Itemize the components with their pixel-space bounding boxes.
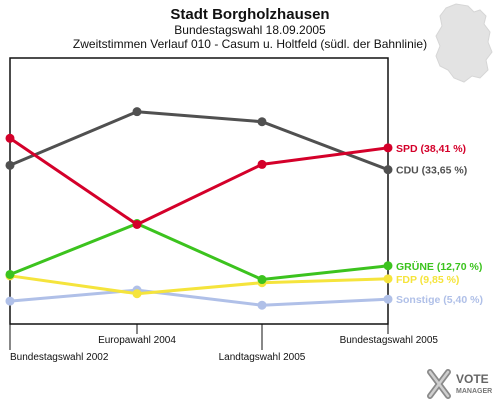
series-end-label-spd: SPD (38,41 %): [396, 143, 466, 155]
series-point-gruene: [5, 269, 15, 279]
chart-title: Stadt Borgholzhausen: [170, 6, 329, 23]
series-point-cdu: [132, 107, 142, 117]
vote-x-icon: [427, 369, 451, 399]
series-end-label-sonstige: Sonstige (5,40 %): [396, 294, 483, 306]
logo-line-2: MANAGER: [456, 388, 492, 395]
series-point-spd: [383, 143, 393, 153]
series-point-sonstige: [5, 296, 15, 306]
series-end-label-cdu: CDU (33,65 %): [396, 165, 467, 177]
series-end-label-fdp: FDP (9,85 %): [396, 274, 459, 286]
plot-frame: [9, 57, 389, 325]
chart-subtitle: Bundestagswahl 18.09.2005: [174, 23, 326, 37]
logo-line-1: VOTE: [456, 372, 489, 386]
x-tick-label: Europawahl 2004: [98, 335, 176, 346]
series-line-spd: [9, 137, 389, 226]
x-tick-label: Bundestagswahl 2002: [10, 352, 109, 363]
series-point-spd: [5, 133, 15, 143]
series-point-gruene: [383, 261, 393, 271]
series-point-spd: [132, 219, 142, 229]
series-point-sonstige: [257, 300, 267, 310]
series-point-fdp: [383, 274, 393, 284]
chart-subtitle-2: Zweitstimmen Verlauf 010 - Casum u. Holt…: [73, 37, 427, 51]
series-point-cdu: [257, 117, 267, 127]
series-line-cdu: [9, 110, 389, 172]
series-point-cdu: [383, 165, 393, 175]
series-point-spd: [257, 159, 267, 169]
series-point-gruene: [257, 275, 267, 285]
vote-manager-logo: VOTE MANAGER: [427, 369, 492, 399]
series-line-sonstige: [9, 288, 389, 307]
germany-map-icon: [435, 3, 493, 83]
series-point-fdp: [132, 289, 142, 299]
series-line-gruene: [9, 222, 389, 281]
series-point-cdu: [5, 160, 15, 170]
series-end-label-gruene: GRÜNE (12,70 %): [396, 260, 482, 273]
series-line-fdp: [9, 274, 389, 296]
series-point-sonstige: [383, 294, 393, 304]
x-tick-label: Landtagswahl 2005: [219, 352, 306, 363]
x-tick-label: Bundestagswahl 2005: [340, 335, 439, 346]
